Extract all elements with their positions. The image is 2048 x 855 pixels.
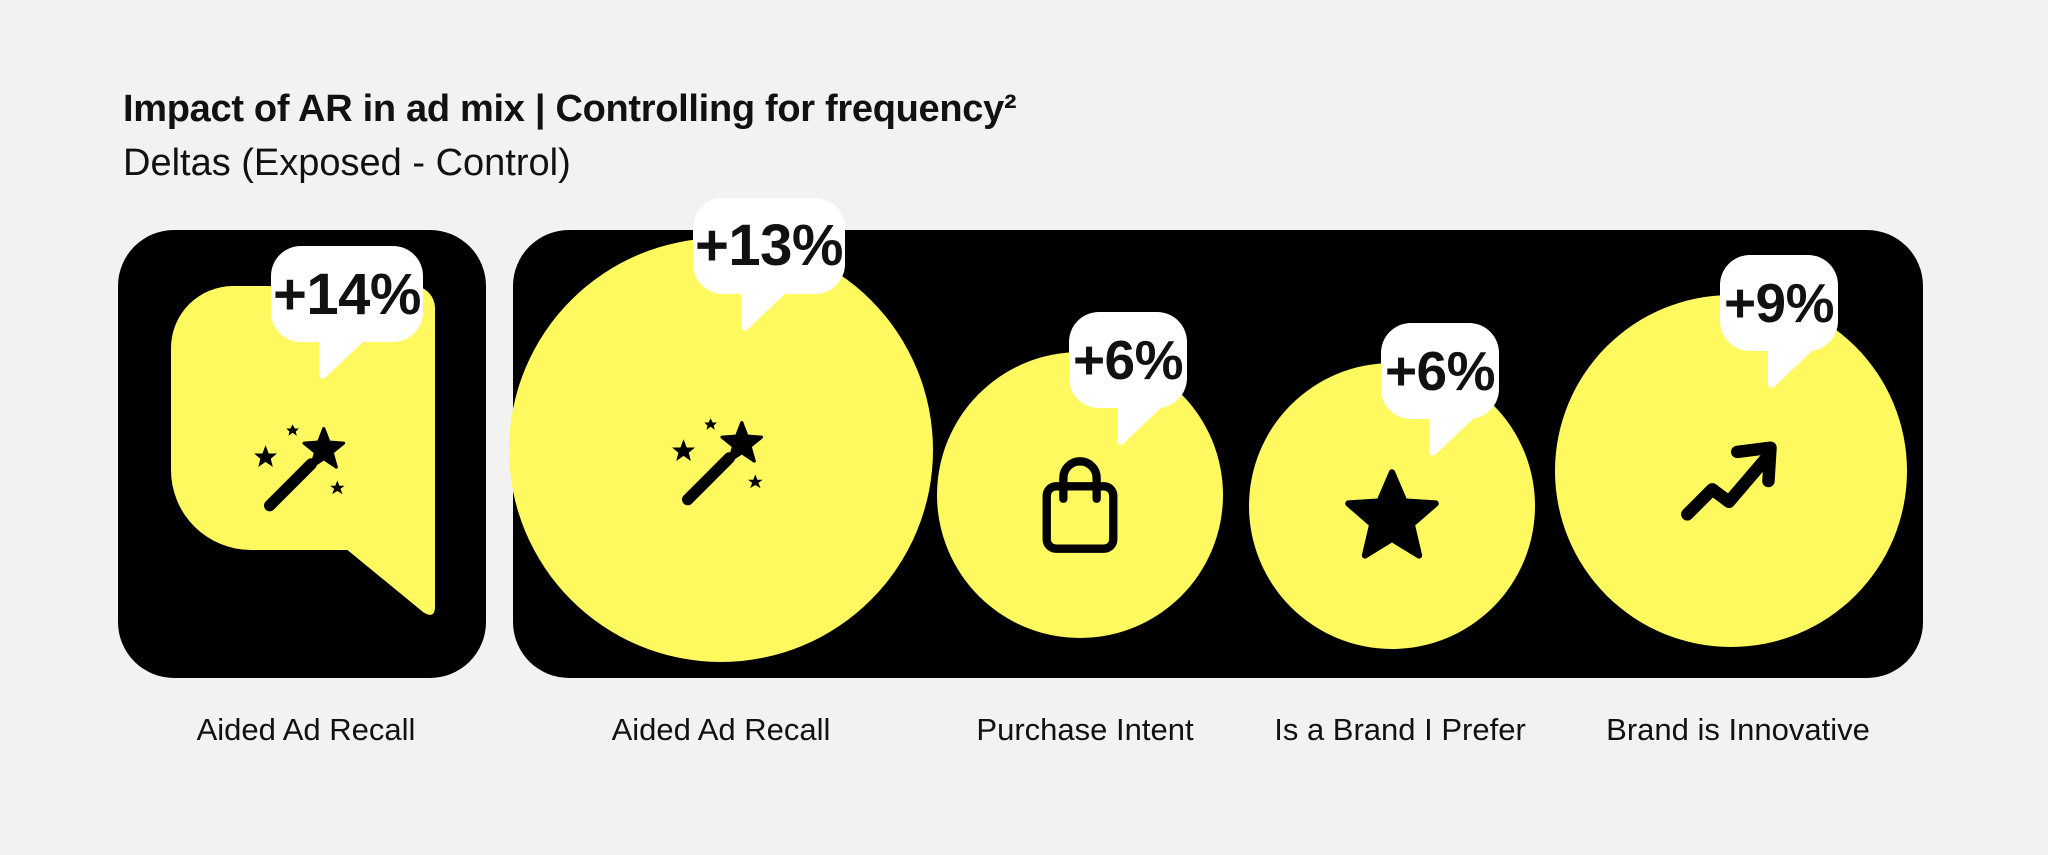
speech-blob-tail [345,548,435,615]
magic-wand-icon [669,408,773,517]
star-icon [1340,464,1444,573]
chart-title: Impact of AR in ad mix | Controlling for… [123,88,1017,130]
data-label: +6% [1384,340,1496,403]
value-callout: +13% [693,197,845,331]
category-label: Aided Ad Recall [196,712,416,747]
data-label: +6% [1072,329,1184,392]
magic-wand-icon [251,414,355,523]
category-label: Aided Ad Recall [611,712,831,747]
value-callout: +9% [1720,255,1838,388]
trending-up-arrow-icon [1679,429,1783,538]
category-label: Brand is Innovative [1606,712,1870,747]
value-callout: +6% [1381,323,1499,456]
data-label: +14% [273,261,421,327]
category-label: Is a Brand I Prefer [1274,712,1526,747]
shopping-bag-icon [1028,453,1132,562]
value-callout: +6% [1069,312,1187,445]
value-callout: +14% [271,246,423,379]
chart-subtitle: Deltas (Exposed - Control) [123,142,571,184]
data-label: +13% [695,213,843,279]
data-label: +9% [1723,272,1835,334]
circle-bubble-mark [1555,295,1907,647]
circle-bubble-mark [508,237,934,663]
category-label: Purchase Intent [976,712,1194,747]
